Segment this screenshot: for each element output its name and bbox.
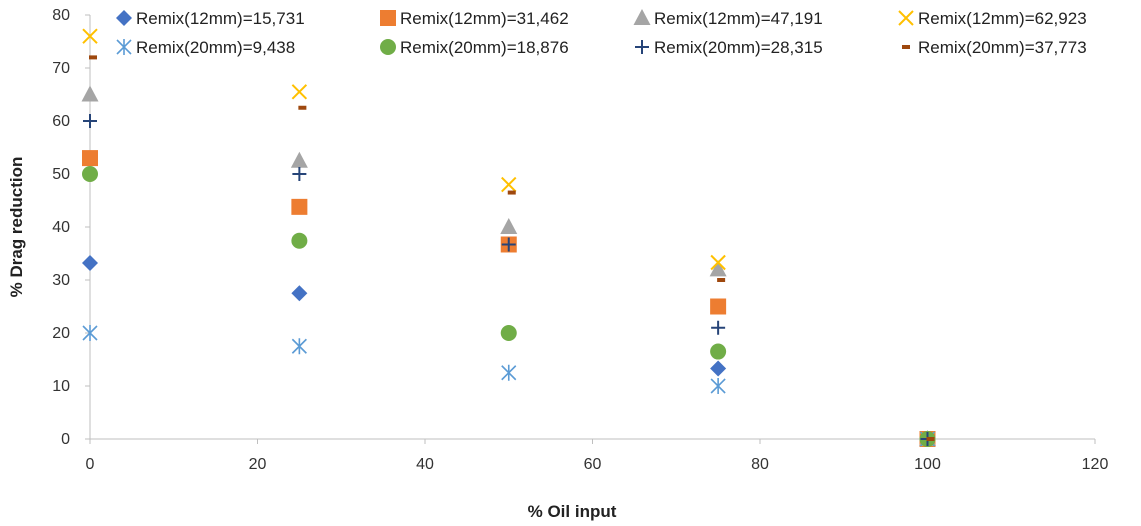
series-1 xyxy=(82,255,936,447)
x-axis-ticks: 0 20 40 60 80 100 120 xyxy=(86,439,1109,473)
data-point xyxy=(711,320,726,335)
legend-marker xyxy=(898,10,914,26)
data-point xyxy=(291,84,308,100)
legend-item: Remix(12mm)=62,923 xyxy=(898,9,1087,28)
y-axis-ticks: 0 10 20 30 40 50 60 70 80 xyxy=(52,7,90,448)
y-tick-label: 20 xyxy=(52,325,70,342)
legend-item: Remix(20mm)=37,773 xyxy=(902,38,1087,57)
data-point xyxy=(291,285,308,302)
legend-marker xyxy=(380,39,396,55)
legend-marker xyxy=(635,40,649,54)
legend-item: Remix(20mm)=9,438 xyxy=(116,38,295,57)
data-point xyxy=(82,255,98,272)
data-point xyxy=(82,28,98,44)
x-tick-label: 60 xyxy=(584,456,602,473)
y-tick-label: 60 xyxy=(52,113,70,130)
data-point xyxy=(501,176,517,193)
series-layer xyxy=(81,28,936,447)
legend-marker xyxy=(116,10,132,26)
data-point xyxy=(500,218,518,234)
data-point xyxy=(710,254,726,271)
legend-marker xyxy=(116,39,132,55)
y-tick-label: 10 xyxy=(52,378,70,395)
data-point xyxy=(501,364,517,381)
series-3 xyxy=(81,85,936,446)
legend-label: Remix(20mm)=9,438 xyxy=(136,38,295,57)
data-point xyxy=(717,278,726,282)
x-tick-label: 100 xyxy=(914,456,941,473)
legend-label: Remix(12mm)=47,191 xyxy=(654,9,823,28)
data-point xyxy=(291,232,308,249)
y-tick-label: 40 xyxy=(52,219,70,236)
series-7 xyxy=(83,114,935,446)
series-5 xyxy=(82,325,936,447)
data-point xyxy=(89,55,97,60)
legend-item: Remix(20mm)=28,315 xyxy=(635,38,823,57)
legend-item: Remix(20mm)=18,876 xyxy=(380,38,569,57)
legend-marker xyxy=(902,45,910,49)
legend-label: Remix(20mm)=28,315 xyxy=(654,38,823,57)
y-axis-title: % Drag reduction xyxy=(7,157,26,298)
y-tick-label: 50 xyxy=(52,166,70,183)
plot-area: 0 20 40 60 80 100 120 0 10 20 30 40 50 60 70 80 xyxy=(52,7,1108,473)
legend-label: Remix(12mm)=31,462 xyxy=(400,9,569,28)
data-point xyxy=(926,437,935,441)
data-point xyxy=(81,85,99,102)
x-tick-label: 40 xyxy=(416,456,434,473)
legend-marker xyxy=(380,10,396,26)
data-point xyxy=(710,298,727,315)
legend-label: Remix(12mm)=62,923 xyxy=(918,9,1087,28)
x-tick-label: 80 xyxy=(751,456,769,473)
data-point xyxy=(710,360,727,377)
legend-label: Remix(20mm)=37,773 xyxy=(918,38,1087,57)
data-point xyxy=(82,325,98,341)
series-2 xyxy=(82,150,936,447)
series-8 xyxy=(89,55,935,441)
data-point xyxy=(500,325,517,341)
data-point xyxy=(82,150,98,167)
legend-marker xyxy=(633,9,651,25)
y-tick-label: 80 xyxy=(52,7,70,24)
data-point xyxy=(82,166,98,182)
legend-item: Remix(12mm)=47,191 xyxy=(633,9,823,28)
data-point xyxy=(710,343,727,360)
data-point xyxy=(709,260,727,277)
y-tick-label: 0 xyxy=(61,431,70,448)
legend-item: Remix(12mm)=31,462 xyxy=(380,9,569,28)
x-axis-title: % Oil input xyxy=(528,502,617,521)
x-tick-label: 120 xyxy=(1082,456,1109,473)
legend-label: Remix(20mm)=18,876 xyxy=(400,38,569,57)
x-tick-label: 20 xyxy=(249,456,267,473)
legend-item: Remix(12mm)=15,731 xyxy=(116,9,305,28)
data-point xyxy=(292,167,307,181)
data-point xyxy=(290,151,308,168)
data-point xyxy=(501,237,516,252)
data-point xyxy=(291,338,307,355)
series-6 xyxy=(82,166,936,447)
y-tick-label: 30 xyxy=(52,272,70,289)
data-point xyxy=(710,378,726,394)
data-point xyxy=(83,114,97,128)
data-point xyxy=(291,198,308,215)
legend-label: Remix(12mm)=15,731 xyxy=(136,9,305,28)
data-point xyxy=(507,190,516,195)
y-tick-label: 70 xyxy=(52,60,70,77)
x-tick-label: 0 xyxy=(86,456,95,473)
data-point xyxy=(298,105,307,110)
legend: Remix(12mm)=15,731 Remix(12mm)=31,462 Remi… xyxy=(116,9,1087,57)
